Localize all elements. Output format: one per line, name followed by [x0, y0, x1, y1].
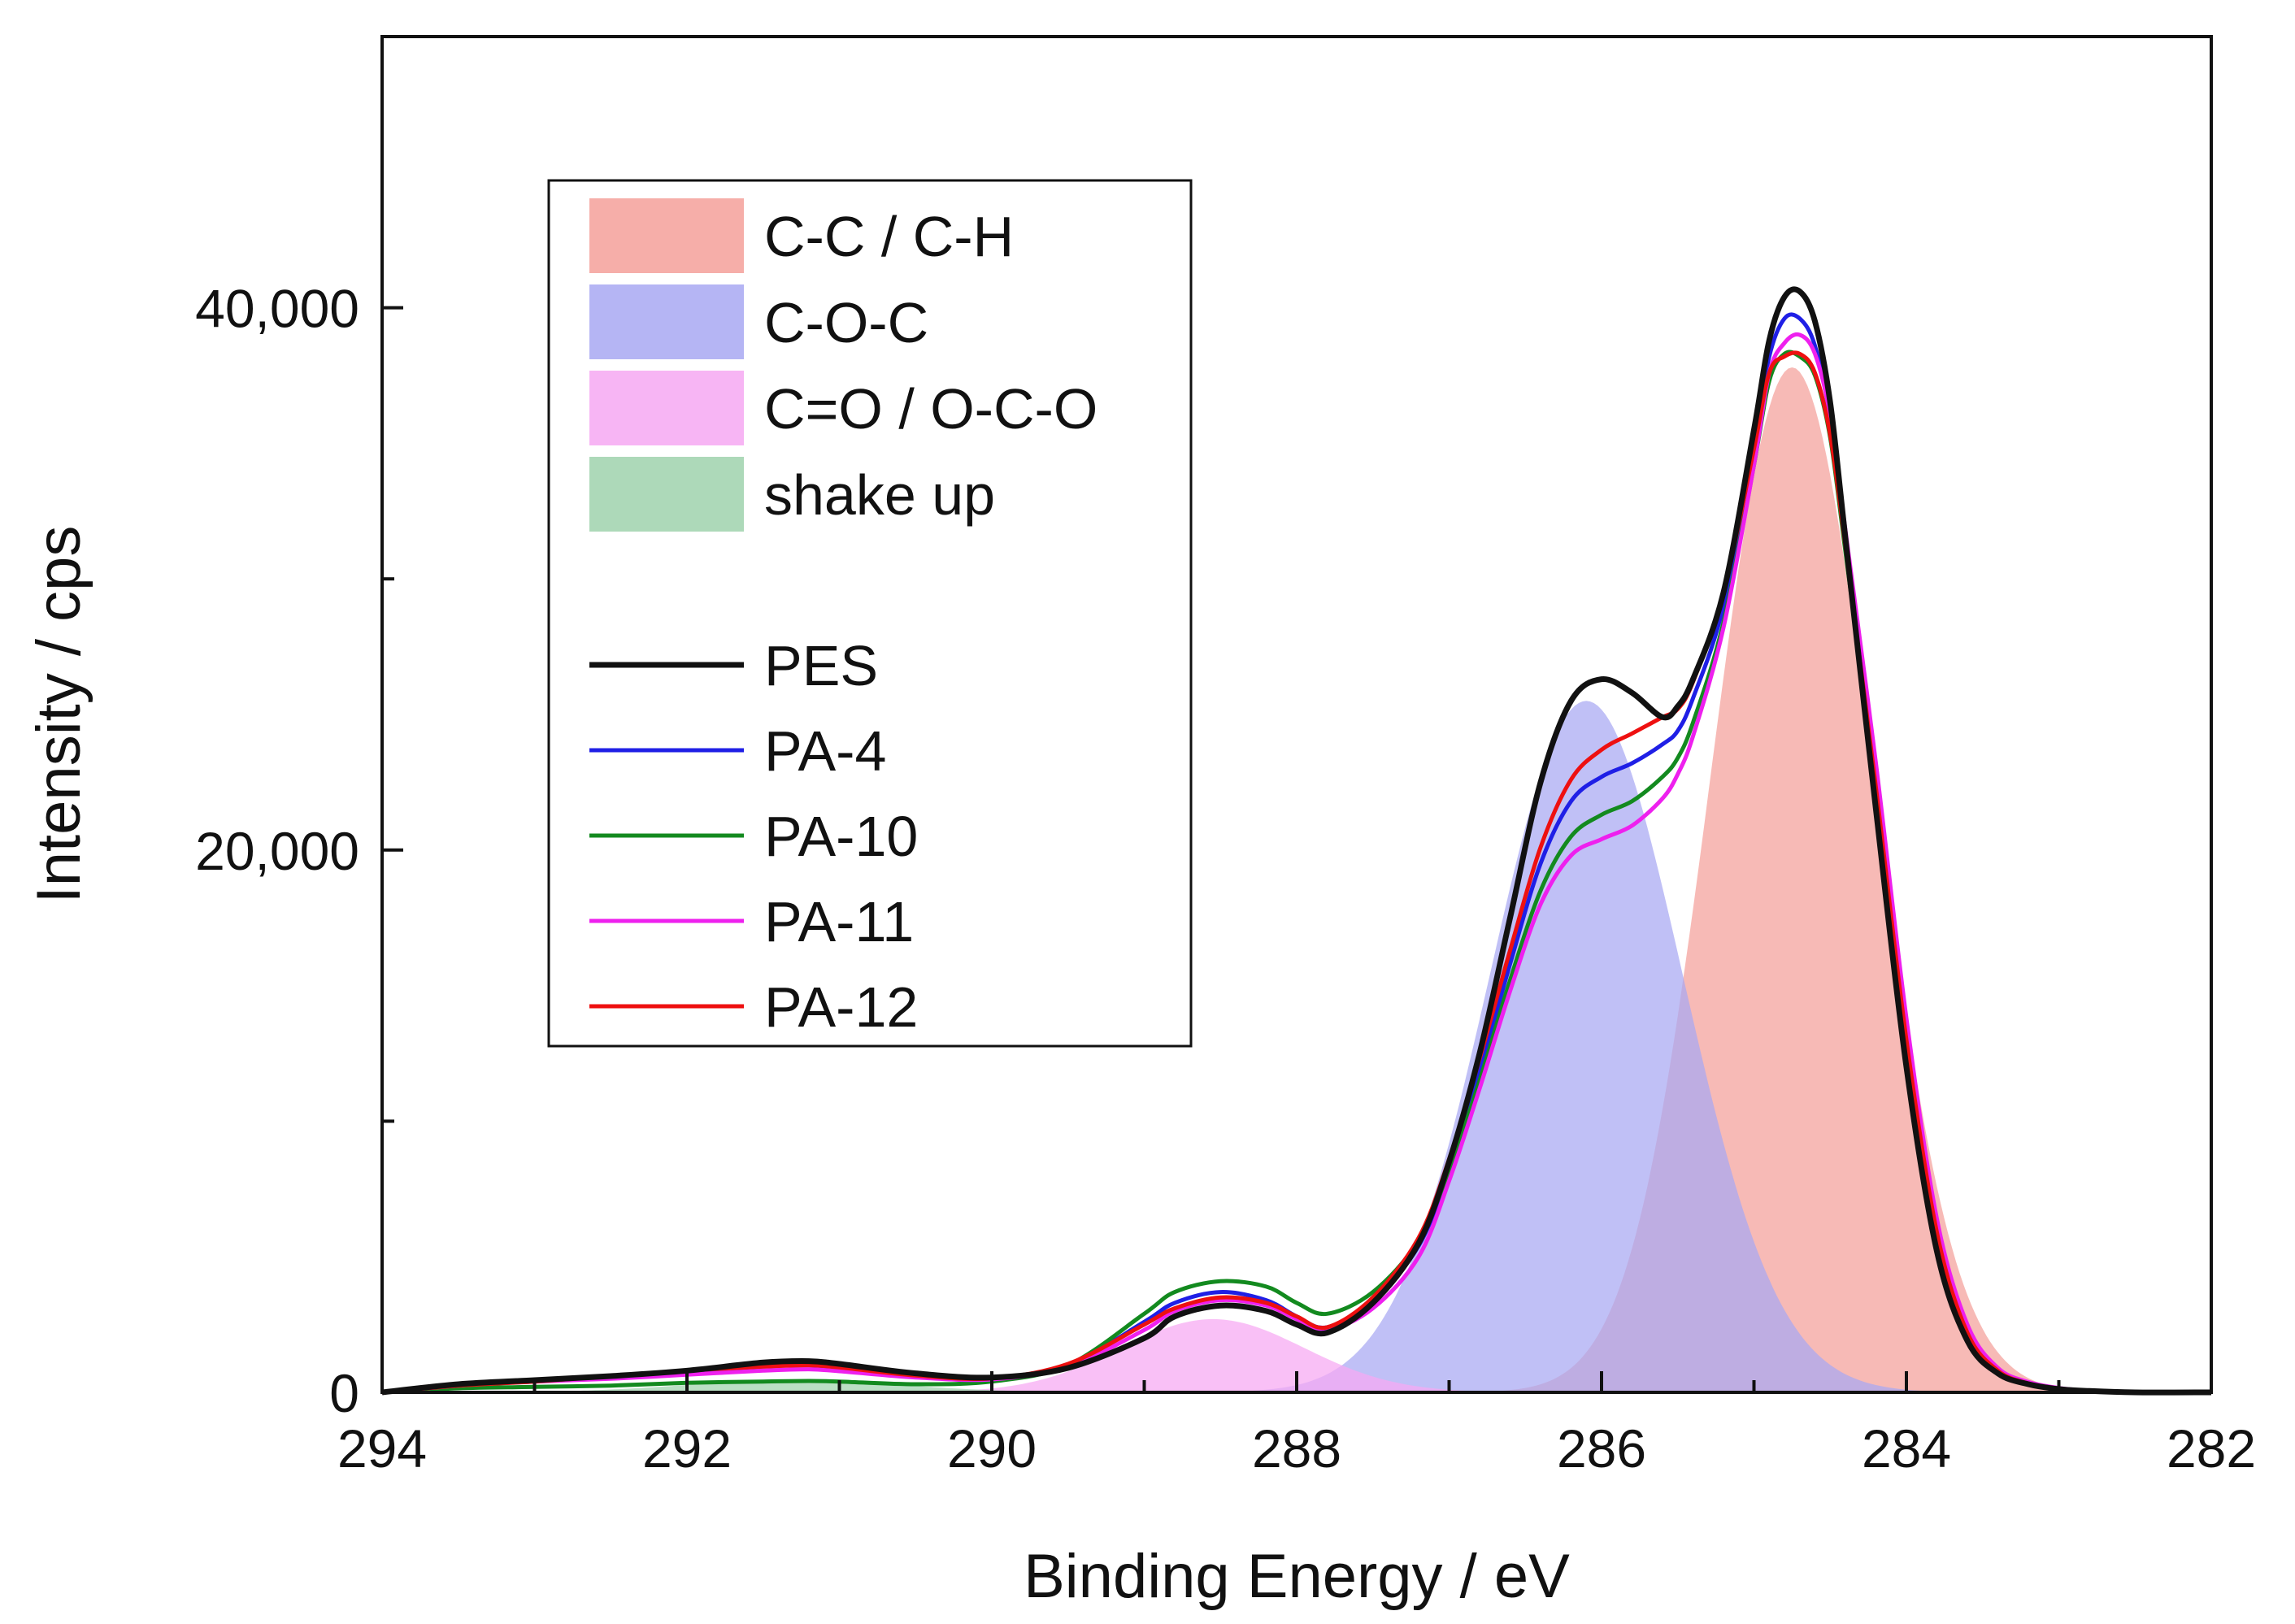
legend-swatch-3	[589, 457, 744, 532]
series-line-pes	[381, 286, 2212, 1396]
series-curves	[381, 286, 2212, 1396]
y-axis-label: Intensity / cps	[24, 526, 93, 904]
component-fill-0	[382, 367, 2211, 1392]
legend-swatch-2	[589, 371, 744, 445]
x-axis-label: Binding Energy / eV	[1024, 1542, 1570, 1611]
y-tick-label: 20,000	[195, 821, 359, 881]
legend-label: PA-12	[764, 975, 918, 1039]
legend-swatch-0	[589, 198, 744, 273]
legend-swatch-1	[589, 284, 744, 359]
legend-label: PA-11	[764, 890, 914, 953]
y-tick-label: 40,000	[195, 279, 359, 339]
legend-label: PA-4	[764, 719, 886, 783]
x-tick-label: 290	[947, 1418, 1037, 1479]
legend-label: C=O / O-C-O	[764, 377, 1098, 441]
x-tick-label: 284	[1862, 1418, 1951, 1479]
legend: C-C / C-H C-O-C C=O / O-C-O shake up PES PA-4…	[547, 179, 1193, 1048]
legend-label: C-O-C	[764, 291, 928, 354]
legend-label: PES	[764, 634, 878, 697]
legend-label: shake up	[764, 463, 995, 527]
x-axis-ticks: 294 292 290 288 286 284 282	[337, 1371, 2256, 1479]
y-tick-label: 0	[329, 1363, 359, 1423]
x-tick-label: 282	[2167, 1418, 2256, 1479]
x-tick-label: 294	[337, 1418, 427, 1479]
x-tick-label: 288	[1252, 1418, 1341, 1479]
y-axis-ticks: 0 20,000 40,000	[195, 279, 403, 1423]
legend-label: PA-10	[764, 805, 918, 868]
component-fill-2	[382, 1318, 2211, 1392]
legend-label: C-C / C-H	[764, 205, 1014, 268]
x-tick-label: 286	[1557, 1418, 1646, 1479]
x-tick-label: 292	[642, 1418, 732, 1479]
